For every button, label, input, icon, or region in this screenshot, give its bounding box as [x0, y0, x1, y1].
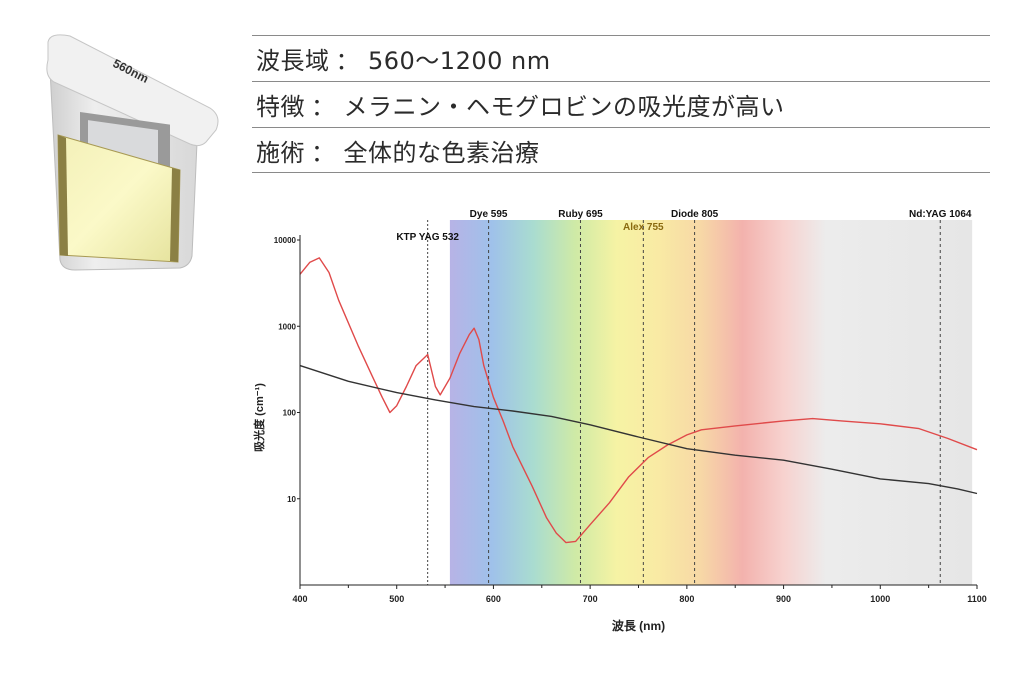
- melanin-curve: [299, 364, 978, 495]
- laser-label: KTP YAG 532: [396, 232, 459, 243]
- spec-row-feature: 特徴：メラニン・ヘモグロビンの吸光度が高い: [252, 81, 990, 127]
- y-tick-label: 100: [283, 409, 297, 418]
- x-tick-label: 500: [389, 594, 404, 604]
- y-tick-label: 10000: [274, 236, 297, 245]
- laser-label: Alex 755: [623, 222, 664, 233]
- filter-product-image: 560nm: [46, 34, 219, 271]
- spec-row-wavelength: 波長域： 560〜1200 nm: [252, 35, 990, 81]
- spec-label: 波長域: [256, 47, 330, 75]
- x-tick-label: 600: [486, 594, 501, 604]
- x-axis-label: 波長 (nm): [612, 618, 665, 633]
- y-tick-label: 10: [287, 495, 296, 504]
- laser-label: Ruby 695: [558, 209, 603, 220]
- x-tick-label: 1000: [870, 594, 890, 604]
- absorption-chart: 400 500 600 700 800 900 1000 1100 10000 1000 100 10…: [252, 209, 987, 633]
- x-tick-label: 900: [776, 594, 791, 604]
- spec-value: 560〜1200 nm: [368, 47, 551, 75]
- laser-label: Nd:YAG 1064: [909, 209, 972, 220]
- spec-label: 施術: [256, 138, 305, 167]
- x-tick-label: 700: [583, 594, 598, 604]
- laser-label: Diode 805: [671, 209, 719, 220]
- x-tick-label: 1100: [967, 594, 987, 604]
- spec-table: 波長域： 560〜1200 nm 特徴：メラニン・ヘモグロビンの吸光度が高い 施術…: [252, 35, 990, 173]
- x-tick-label: 400: [292, 594, 307, 604]
- spec-value: 全体的な色素治療: [343, 138, 540, 167]
- y-tick-label: 1000: [278, 322, 296, 331]
- spec-value: メラニン・ヘモグロビンの吸光度が高い: [343, 93, 785, 121]
- spec-label: 特徴: [256, 93, 305, 121]
- spectrum-band: [449, 220, 973, 585]
- x-tick-label: 800: [679, 594, 694, 604]
- laser-label: Dye 595: [470, 209, 508, 220]
- y-axis-label: 吸光度 (cm⁻¹): [252, 383, 266, 452]
- spec-row-treatment: 施術：全体的な色素治療: [252, 127, 990, 173]
